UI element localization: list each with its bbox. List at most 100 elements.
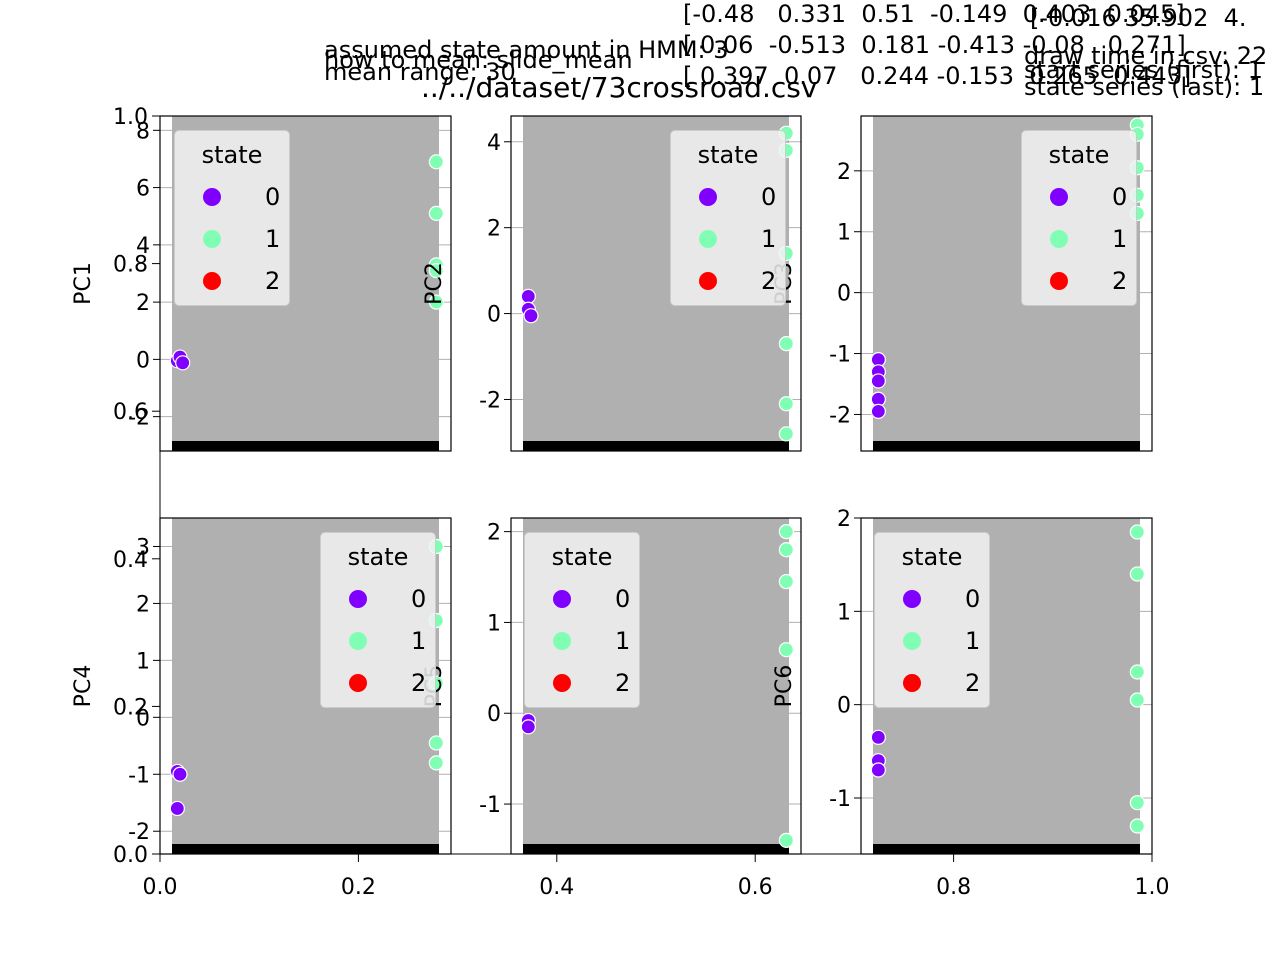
legend-label: 2 (761, 267, 777, 295)
ytick-label: 2 (487, 521, 501, 546)
legend-pc1: state 0 1 2 (174, 130, 290, 306)
mean-range-text: mean range: 30 (324, 58, 516, 86)
legend-title: state (551, 543, 613, 571)
point-state-0 (520, 719, 536, 735)
point-state-1 (778, 396, 794, 412)
legend-label: 1 (761, 225, 777, 253)
axes-frame (860, 115, 1153, 452)
legend-label: 2 (615, 669, 631, 697)
state1-marker (699, 230, 717, 248)
right-text-3: start series (first): 1 (1024, 56, 1263, 84)
xtick-band (523, 441, 789, 451)
ylabel: PC6 (772, 665, 797, 708)
state1-marker (1050, 230, 1068, 248)
point-state-0 (175, 355, 191, 371)
point-state-1 (778, 336, 794, 352)
legend-label: 1 (1112, 225, 1128, 253)
legend-label: 0 (761, 183, 777, 211)
ytick-label: 1 (136, 649, 150, 674)
right-text-4: state series (last): 1 (1024, 73, 1265, 101)
overlay-xtick-label: 0.6 (738, 875, 773, 900)
ytick-label: 3 (136, 535, 150, 560)
point-state-1 (1129, 664, 1145, 680)
point-state-1 (1129, 566, 1145, 582)
legend-label: 2 (265, 267, 281, 295)
overlay-ytick-label: 0.4 (113, 548, 148, 573)
ylabel: PC2 (422, 262, 447, 305)
point-state-0 (169, 800, 185, 817)
state2-marker (553, 674, 571, 692)
point-state-1 (1129, 818, 1145, 834)
matrix-row-3: [ 0.397 0.07 0.244 -0.153 0.265 0.443] (683, 62, 1192, 90)
legend-label: 0 (965, 585, 981, 613)
ytick-label: -2 (128, 820, 150, 845)
xtick-band (523, 844, 789, 854)
xtick-band (172, 844, 439, 854)
state0-marker (553, 590, 571, 608)
point-state-0 (870, 729, 886, 745)
legend-title: state (697, 141, 759, 169)
overlay-ytick-label: 0.6 (113, 400, 148, 425)
legend-title: state (1048, 141, 1110, 169)
legend-title: state (901, 543, 963, 571)
point-state-1 (778, 524, 794, 540)
ytick-label: 4 (136, 234, 150, 259)
matrix-row-2: [ 0.06 -0.513 0.181 -0.413 -0.08 0.271] (683, 31, 1186, 59)
state2-marker (349, 674, 367, 692)
overlay-ytick-label: 0.8 (113, 253, 148, 278)
ytick-label: -1 (128, 763, 150, 788)
overlay-xtick-label: 0.4 (539, 875, 574, 900)
overlay-ytick-label: 0.0 (113, 843, 148, 868)
ytick-label: 6 (136, 177, 150, 202)
legend-pc6: state 0 1 2 (874, 532, 990, 708)
point-state-1 (778, 542, 794, 558)
point-state-1 (778, 832, 794, 848)
point-state-1 (778, 642, 794, 658)
axes-frame (510, 517, 802, 855)
legend-label: 2 (411, 669, 427, 697)
legend-label: 1 (411, 627, 427, 655)
ytick-label: 0 (487, 303, 501, 328)
ylabel: PC4 (71, 665, 96, 708)
xtick-band (873, 441, 1140, 451)
axes-frame (159, 115, 452, 452)
point-state-1 (428, 755, 444, 771)
overlay-xtick-label: 0.0 (143, 875, 178, 900)
legend-label: 1 (615, 627, 631, 655)
legend-title: state (201, 141, 263, 169)
ytick-label: 1 (487, 611, 501, 636)
chart-title: ../../dataset/73crossroad.csv (421, 71, 818, 104)
legend-label: 0 (615, 585, 631, 613)
axes-frame (860, 517, 1153, 855)
state2-marker (1050, 272, 1068, 290)
axes-frame (159, 517, 452, 855)
point-state-1 (428, 294, 444, 310)
ytick-label: 0 (136, 706, 150, 731)
legend-label: 0 (411, 585, 427, 613)
axes-frame (510, 115, 802, 452)
how-to-mean-text: how to mean: slide_mean (324, 46, 633, 74)
point-state-1 (428, 154, 444, 170)
ytick-label: 2 (837, 507, 851, 532)
overlay-xtick-label: 0.2 (341, 875, 376, 900)
overlay-xtick-label: 0.8 (936, 875, 971, 900)
assumed-state-text: assumed state amount in HMM: 3 (324, 36, 729, 64)
state1-marker (203, 230, 221, 248)
ylabel: PC1 (71, 262, 96, 305)
legend-pc3: state 0 1 2 (1021, 130, 1137, 306)
point-state-1 (428, 263, 444, 279)
point-state-1 (428, 735, 444, 751)
ytick-label: 0 (136, 348, 150, 373)
overlay-xtick-label: 1.0 (1135, 875, 1170, 900)
legend-pc5: state 0 1 2 (524, 532, 640, 708)
point-state-1 (428, 205, 444, 221)
right-text-1: [-0.016 35.902 4. (1030, 4, 1247, 32)
ytick-label: 2 (837, 160, 851, 185)
state0-marker (1050, 188, 1068, 206)
ytick-label: 1 (837, 221, 851, 246)
legend-title: state (347, 543, 409, 571)
point-state-0 (870, 373, 886, 389)
state0-marker (699, 188, 717, 206)
xtick-band (172, 441, 439, 451)
legend-label: 2 (965, 669, 981, 697)
